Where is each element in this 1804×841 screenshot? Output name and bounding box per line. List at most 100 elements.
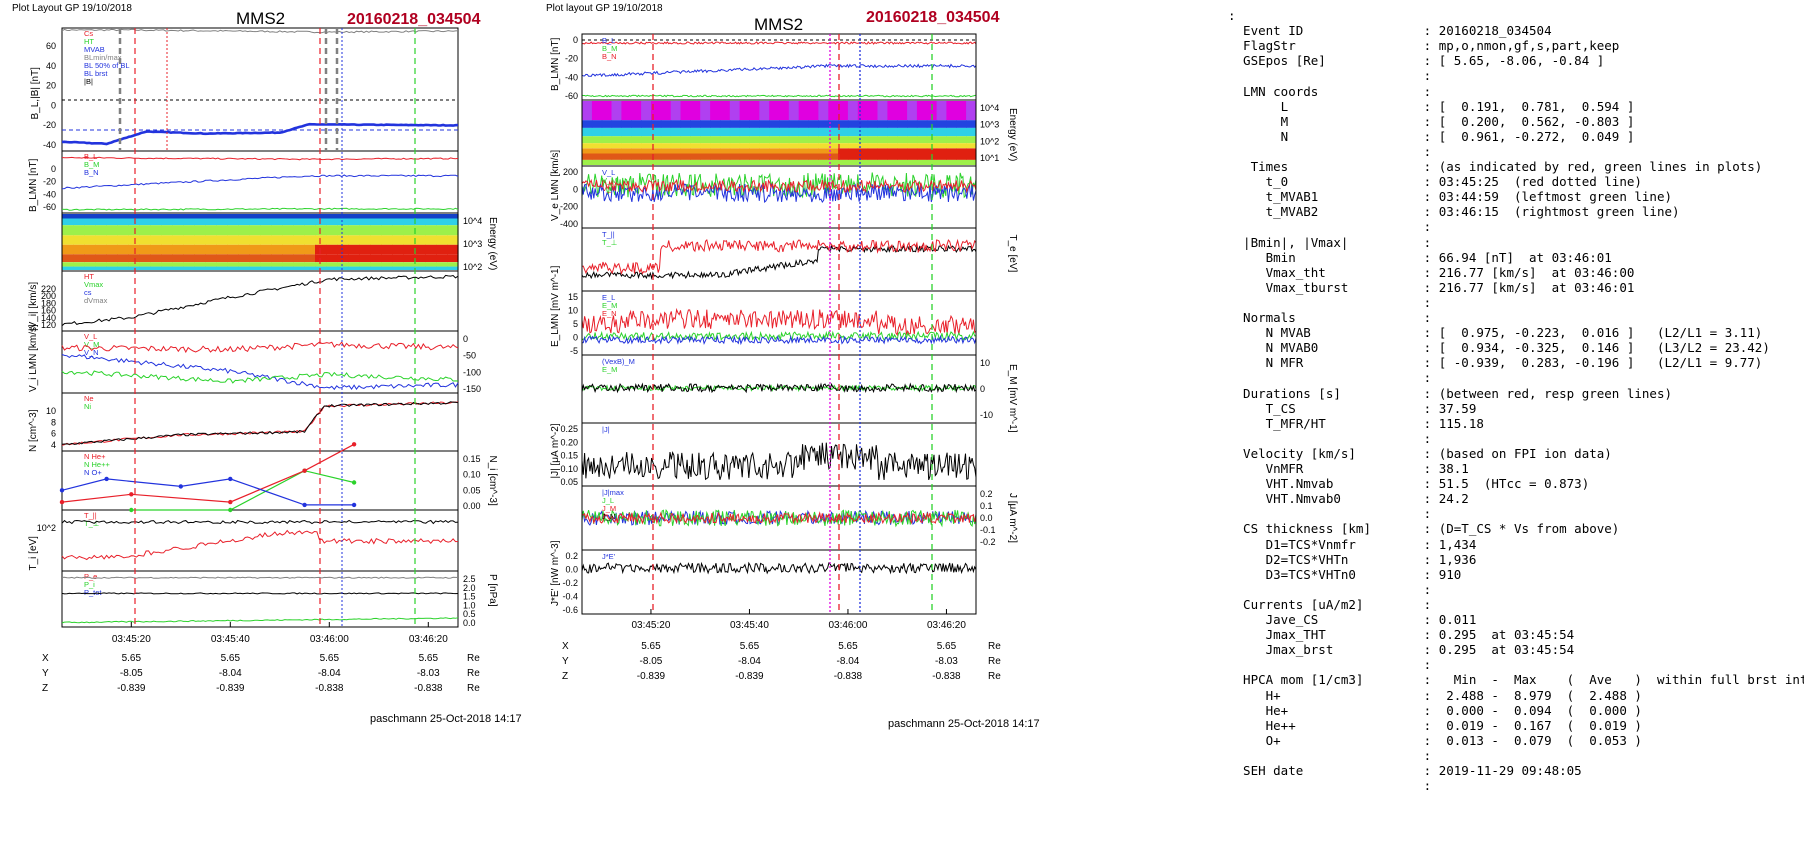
info-line: :	[1228, 506, 1432, 522]
spectrogram-cell	[582, 120, 593, 128]
spectrogram-cell	[828, 148, 839, 154]
info-line: t_MVAB1 : 03:44:59 (leftmost green line)	[1228, 189, 1673, 205]
spectrogram-cell	[359, 262, 371, 267]
spectrogram-cell	[798, 120, 810, 128]
spectrogram-cell	[359, 235, 371, 245]
mid-panel-ylabel: J*E' [nW m^-3]	[550, 540, 561, 606]
spectrogram-cell	[857, 148, 869, 154]
spectrogram-cell	[282, 244, 294, 255]
spectrogram-cell	[601, 120, 613, 128]
left-ytick-label: 4	[51, 440, 56, 450]
series-n-o-	[61, 478, 355, 506]
spectrogram-cell	[818, 136, 829, 144]
series-vexb	[581, 382, 977, 394]
mid-pos-value: 5.65	[641, 641, 661, 652]
left-ytick-label: 220	[41, 284, 56, 294]
spectrogram-cell	[867, 120, 878, 128]
series-n-he-	[131, 470, 355, 511]
spectrogram-cell	[966, 136, 977, 144]
spectrogram-cell	[425, 266, 437, 270]
spectrogram-cell	[788, 127, 800, 137]
left-panel-frame	[61, 330, 459, 394]
spectrogram-cell	[808, 136, 819, 144]
spectrogram-cell	[847, 101, 859, 121]
mid-ytick-label-right: 10	[980, 358, 990, 368]
left-panel-ylabel: N [cm^-3]	[28, 409, 39, 452]
series-b-m	[61, 156, 459, 161]
spectrogram-cell	[271, 235, 283, 245]
middle-figure: Plot layout GP 19/10/2018 MMS2 20160218_…	[546, 3, 1040, 730]
left-legend-entry: BLmin/max	[84, 53, 122, 62]
mid-ytick-label-right: -0.1	[980, 525, 996, 535]
spectrogram-cell	[690, 120, 701, 128]
spectrogram-cell	[828, 101, 839, 121]
left-panel-frame	[61, 392, 459, 452]
spectrogram-cell	[670, 127, 682, 137]
spectrogram-cell	[788, 148, 800, 154]
mid-xtick-label: 03:46:00	[828, 620, 867, 631]
series-ne	[61, 401, 459, 446]
spectrogram-cell	[238, 218, 250, 226]
series-n-o--point	[104, 476, 109, 482]
info-line: |Bmin|, |Vmax| :	[1228, 234, 1432, 250]
spectrogram-cell	[271, 218, 283, 226]
spectrogram-cell	[381, 218, 393, 226]
spectrogram-cell	[194, 244, 206, 255]
spectrogram-cell	[798, 153, 810, 160]
spectrogram-cell	[425, 254, 437, 263]
left-pos-value: 5.65	[122, 653, 142, 664]
spectrogram-cell	[788, 143, 800, 149]
left-ytick-label: -40	[43, 189, 56, 199]
info-line: Velocity [km/s] : (based on FPI ion data…	[1228, 445, 1612, 461]
left-pos-value: -0.839	[117, 683, 146, 694]
spectrogram-cell	[161, 225, 173, 236]
spectrogram-cell	[759, 159, 770, 165]
middle-header: Plot layout GP 19/10/2018	[546, 3, 663, 14]
spectrogram-cell	[591, 101, 603, 121]
info-line: He+ : 0.000 - 0.094 ( 0.000 )	[1228, 702, 1642, 718]
spectrogram-cell	[601, 148, 613, 154]
left-legend-entry: T_||	[84, 511, 97, 520]
spectrogram-cell	[582, 148, 593, 154]
spectrogram-cell	[194, 214, 206, 219]
spectrogram-cell	[436, 235, 448, 245]
spectrogram-cell	[260, 225, 272, 236]
spectrogram-cell	[150, 235, 162, 245]
spectrogram-cell	[293, 218, 305, 226]
spectrogram-cell	[651, 127, 662, 137]
spectrogram-cell	[749, 120, 760, 128]
spectrogram-cell	[887, 153, 898, 160]
spectrogram-cell	[611, 127, 622, 137]
spectrogram-cell	[739, 159, 750, 165]
spectrogram-cell	[591, 148, 603, 154]
spectrogram-cell	[392, 262, 404, 267]
spectrogram-cell	[381, 235, 393, 245]
left-xtick-label: 03:45:40	[211, 634, 250, 645]
spectrogram-cell	[282, 235, 294, 245]
spectrogram-cell	[238, 214, 250, 219]
left-ytick-label: 160	[41, 306, 56, 316]
mid-legend-entry: B_M	[602, 44, 617, 53]
spectrogram-cell	[403, 266, 415, 270]
spectrogram-cell	[907, 127, 918, 137]
left-ytick-label-right: -100	[463, 367, 481, 377]
spectrogram-cell	[749, 148, 760, 154]
left-ytick-label-right: 0.0	[463, 618, 476, 628]
left-legend-entry: BL 50% of BL	[84, 61, 130, 70]
spectrogram-cell	[907, 159, 918, 165]
spectrogram-cell	[425, 225, 437, 236]
spectrogram-cell	[749, 101, 760, 121]
mid-panel-ylabel: V_e LMN [km/s]	[550, 150, 561, 221]
series-te-perp	[581, 244, 977, 280]
left-legend-entry: Ni	[84, 402, 91, 411]
left-pos-value: 5.65	[221, 653, 241, 664]
mid-legend-entry: E_M	[602, 365, 617, 374]
series-ve-m	[581, 172, 977, 199]
mid-xtick-label: 03:46:20	[927, 620, 966, 631]
spectrogram-cell	[631, 143, 642, 149]
spectrogram-cell	[447, 235, 459, 245]
info-line: SEH date : 2019-11-29 09:48:05	[1228, 763, 1582, 778]
spectrogram-cell	[348, 225, 360, 236]
series-ve-l	[581, 183, 977, 204]
spectrogram-cell	[62, 218, 74, 226]
